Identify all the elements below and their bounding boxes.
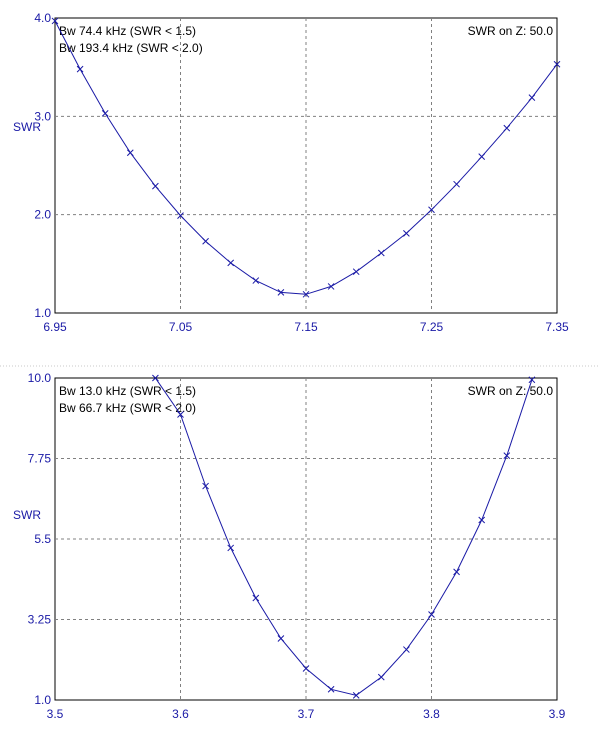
x-tick-label: 3.8: [423, 707, 440, 721]
data-point-marker: [227, 544, 235, 552]
y-tick-label: 1.0: [34, 306, 51, 320]
data-point-marker: [76, 65, 84, 73]
data-point-marker: [428, 206, 435, 214]
swr-chart-2: 3.5 3.6 3.7 3.8 3.9 1.0 3.25 5.5 7.75 10.0 SWR Bw 1…: [13, 371, 566, 721]
data-point-marker: [177, 411, 184, 418]
y-tick-label: 5.5: [34, 532, 51, 546]
data-point-marker: [101, 110, 109, 117]
data-point-marker: [302, 665, 310, 672]
data-point-marker: [352, 268, 360, 276]
data-point-marker: [202, 482, 209, 490]
data-point-marker: [327, 685, 335, 693]
data-point-marker: [177, 212, 184, 220]
data-point-marker: [126, 149, 134, 157]
x-tick-label: 7.05: [169, 320, 193, 334]
data-point-marker: [428, 611, 435, 618]
data-point-marker: [453, 180, 460, 188]
data-point-marker: [277, 635, 285, 642]
data-point-marker: [377, 673, 385, 681]
data-point-marker: [377, 249, 385, 257]
impedance-info: SWR on Z: 50.0: [468, 24, 554, 38]
x-tick-label: 6.95: [43, 320, 67, 334]
data-point-marker: [352, 691, 360, 699]
y-axis-label: SWR: [13, 508, 41, 522]
x-tick-label: 7.35: [545, 320, 569, 334]
data-point-marker: [277, 288, 285, 296]
data-point-marker: [553, 60, 561, 68]
data-point-marker: [51, 17, 59, 25]
swr-chart-1: 6.95 7.05 7.15 7.25 7.35 1.0 2.0 3.0 4.0 SWR Bw 74…: [13, 11, 569, 334]
data-point-marker: [327, 283, 335, 290]
plot-area: [54, 377, 558, 701]
impedance-info: SWR on Z: 50.0: [468, 384, 554, 398]
data-point-marker: [403, 229, 410, 237]
x-tick-label: 7.25: [420, 320, 444, 334]
data-point-marker: [503, 124, 511, 132]
x-tick-label: 3.6: [172, 707, 189, 721]
y-tick-label: 3.0: [34, 109, 51, 123]
data-point-marker: [302, 290, 310, 298]
y-tick-label: 4.0: [34, 11, 51, 25]
data-point-marker: [252, 277, 260, 284]
x-tick-label: 7.15: [294, 320, 318, 334]
y-tick-label: 1.0: [34, 693, 51, 707]
data-point-marker: [152, 182, 159, 190]
bandwidth-info: Bw 193.4 kHz (SWR < 2.0): [59, 41, 203, 55]
x-tick-label: 3.5: [47, 707, 64, 721]
data-point-marker: [478, 153, 486, 161]
bandwidth-info: Bw 66.7 kHz (SWR < 2.0): [59, 401, 196, 415]
y-tick-label: 2.0: [34, 208, 51, 222]
data-point-marker: [252, 594, 260, 602]
y-tick-label: 10.0: [28, 371, 52, 385]
bandwidth-info: Bw 13.0 kHz (SWR < 1.5): [59, 384, 196, 398]
x-tick-label: 3.7: [298, 707, 315, 721]
x-tick-label: 3.9: [549, 707, 566, 721]
data-point-marker: [227, 259, 235, 267]
data-point-marker: [528, 376, 536, 384]
bandwidth-info: Bw 74.4 kHz (SWR < 1.5): [59, 24, 196, 38]
data-point-marker: [478, 516, 486, 524]
data-point-marker: [152, 374, 159, 382]
y-tick-label: 7.75: [28, 452, 52, 466]
data-point-marker: [503, 452, 511, 459]
y-tick-label: 3.25: [28, 613, 52, 627]
y-axis-label: SWR: [13, 120, 41, 134]
swr-curve: [154, 378, 533, 696]
data-point-marker: [202, 237, 209, 245]
data-point-marker: [453, 568, 460, 576]
data-point-marker: [528, 94, 536, 102]
data-point-marker: [403, 646, 410, 653]
